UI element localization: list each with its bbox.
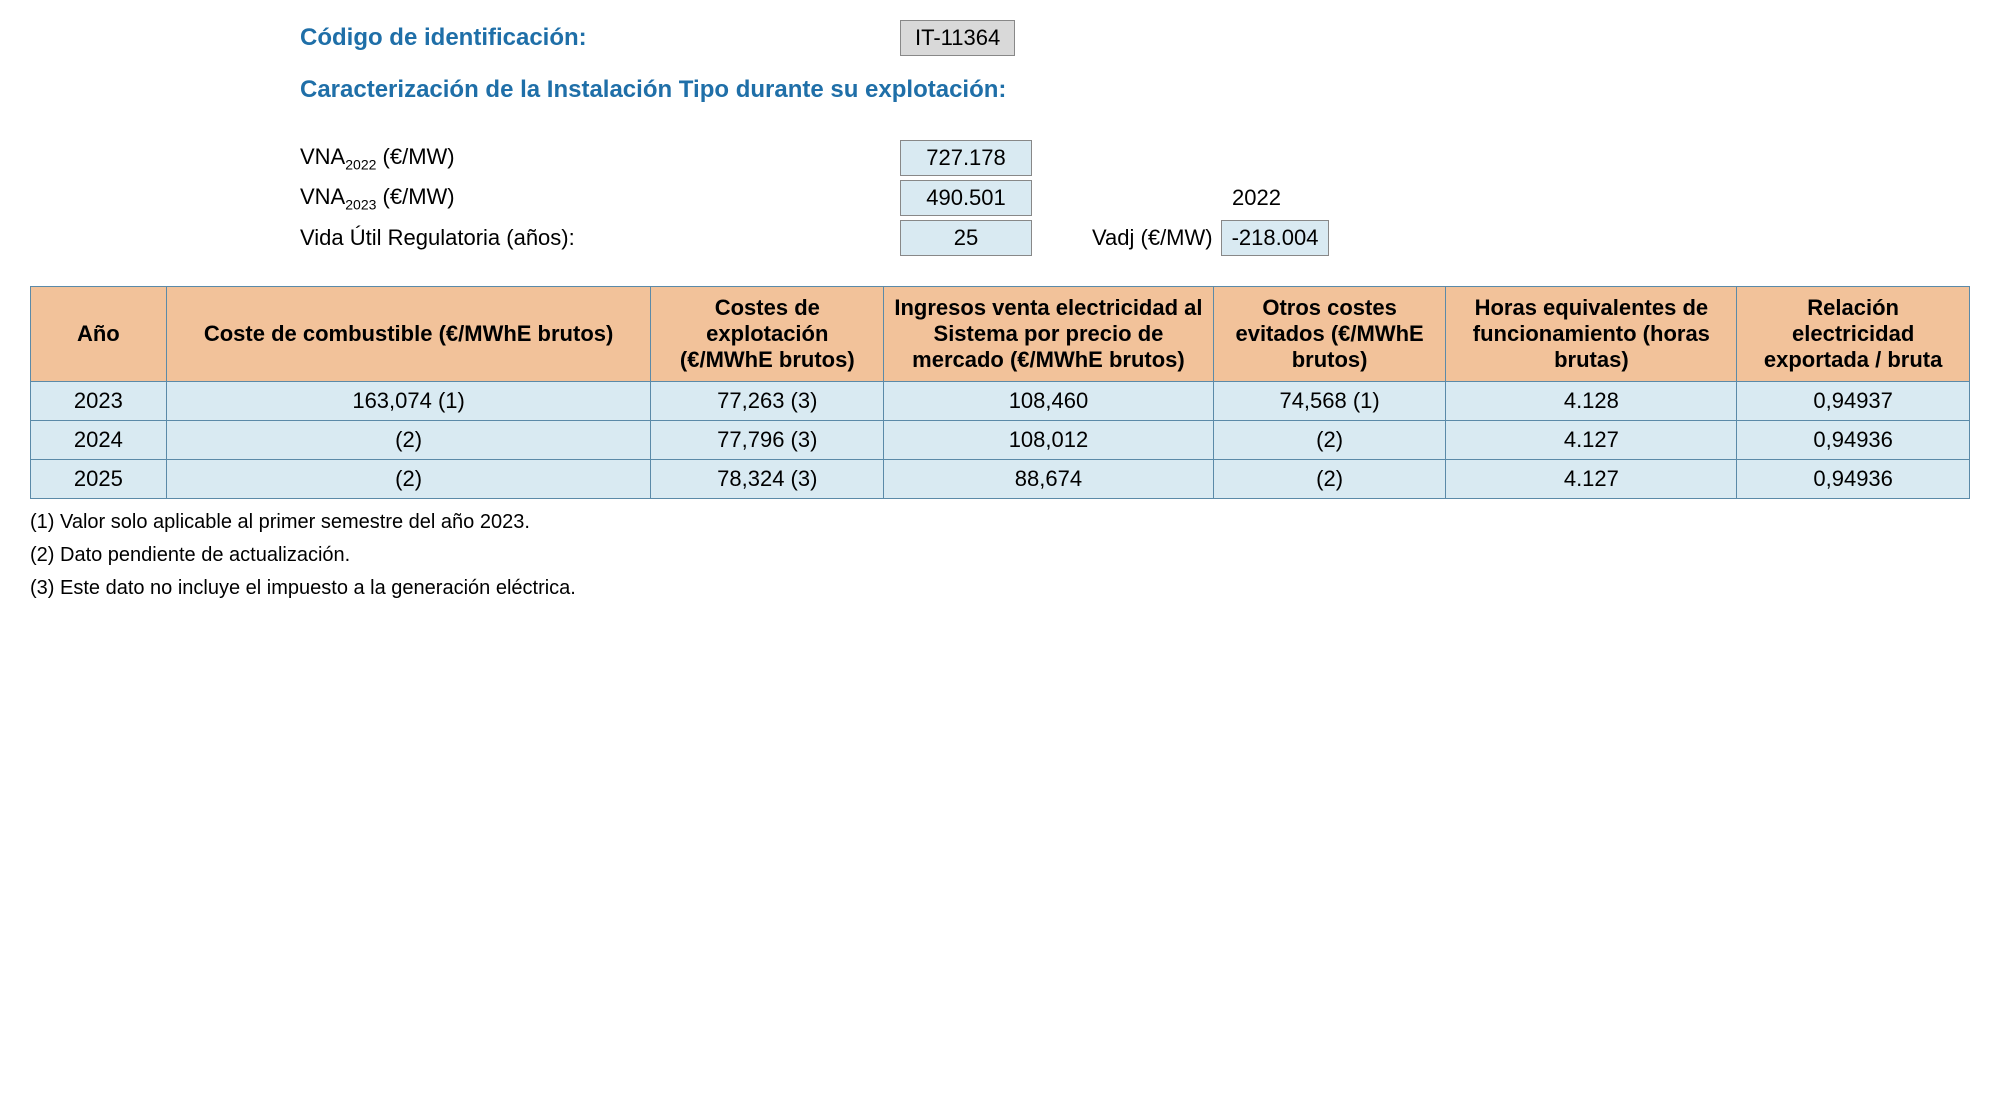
code-row: Código de identificación: IT-11364 <box>300 20 1970 56</box>
cell-fuel: (2) <box>166 421 651 460</box>
cell-hours: 4.128 <box>1446 382 1737 421</box>
code-value: IT-11364 <box>900 20 1015 56</box>
cell-year: 2024 <box>31 421 167 460</box>
vna2023-sub: 2023 <box>345 196 376 212</box>
vna2023-label: VNA2023 (€/MW) <box>300 184 900 212</box>
table-row: 2024 (2) 77,796 (3) 108,012 (2) 4.127 0,… <box>31 421 1970 460</box>
th-other-costs: Otros costes evitados (€/MWhE brutos) <box>1213 287 1446 382</box>
vna2023-value: 490.501 <box>900 180 1032 216</box>
footnote-3: (3) Este dato no incluye el impuesto a l… <box>30 577 1970 600</box>
vida-value: 25 <box>900 220 1032 256</box>
vida-label: Vida Útil Regulatoria (años): <box>300 225 900 251</box>
data-table: Año Coste de combustible (€/MWhE brutos)… <box>30 286 1970 499</box>
th-year: Año <box>31 287 167 382</box>
footnote-2: (2) Dato pendiente de actualización. <box>30 544 1970 567</box>
vna2022-sub: 2022 <box>345 156 376 172</box>
footnotes: (1) Valor solo aplicable al primer semes… <box>30 511 1970 600</box>
th-exploit-cost: Costes de explotación (€/MWhE brutos) <box>651 287 884 382</box>
vna2023-unit: (€/MW) <box>376 184 454 209</box>
cell-year: 2025 <box>31 460 167 499</box>
cell-income: 108,460 <box>884 382 1214 421</box>
cell-fuel: 163,074 (1) <box>166 382 651 421</box>
table-row: 2025 (2) 78,324 (3) 88,674 (2) 4.127 0,9… <box>31 460 1970 499</box>
table-row: 2023 163,074 (1) 77,263 (3) 108,460 74,5… <box>31 382 1970 421</box>
vna2022-unit: (€/MW) <box>376 144 454 169</box>
header-section: Código de identificación: IT-11364 Carac… <box>300 20 1970 256</box>
cell-exploit: 77,263 (3) <box>651 382 884 421</box>
th-hours: Horas equivalentes de funcionamiento (ho… <box>1446 287 1737 382</box>
section-title: Caracterización de la Instalación Tipo d… <box>300 76 1970 104</box>
cell-hours: 4.127 <box>1446 421 1737 460</box>
vadj-label: Vadj (€/MW) <box>1092 225 1213 251</box>
cell-ratio: 0,94936 <box>1737 460 1970 499</box>
table-body: 2023 163,074 (1) 77,263 (3) 108,460 74,5… <box>31 382 1970 499</box>
cell-fuel: (2) <box>166 460 651 499</box>
year-ref: 2022 <box>1232 185 1281 211</box>
cell-other: (2) <box>1213 460 1446 499</box>
cell-ratio: 0,94936 <box>1737 421 1970 460</box>
th-fuel-cost: Coste de combustible (€/MWhE brutos) <box>166 287 651 382</box>
cell-income: 108,012 <box>884 421 1214 460</box>
vna2023-prefix: VNA <box>300 184 345 209</box>
vna2022-prefix: VNA <box>300 144 345 169</box>
cell-exploit: 77,796 (3) <box>651 421 884 460</box>
vna2023-row: VNA2023 (€/MW) 490.501 2022 <box>300 180 1970 216</box>
cell-other: 74,568 (1) <box>1213 382 1446 421</box>
vna2022-row: VNA2022 (€/MW) 727.178 <box>300 140 1970 176</box>
cell-hours: 4.127 <box>1446 460 1737 499</box>
cell-income: 88,674 <box>884 460 1214 499</box>
vadj-value: -218.004 <box>1221 220 1330 256</box>
cell-ratio: 0,94937 <box>1737 382 1970 421</box>
cell-exploit: 78,324 (3) <box>651 460 884 499</box>
vna2022-value: 727.178 <box>900 140 1032 176</box>
vida-row: Vida Útil Regulatoria (años): 25 Vadj (€… <box>300 220 1970 256</box>
footnote-1: (1) Valor solo aplicable al primer semes… <box>30 511 1970 534</box>
cell-year: 2023 <box>31 382 167 421</box>
code-label: Código de identificación: <box>300 24 900 52</box>
cell-other: (2) <box>1213 421 1446 460</box>
vna2022-label: VNA2022 (€/MW) <box>300 144 900 172</box>
th-income: Ingresos venta electricidad al Sistema p… <box>884 287 1214 382</box>
table-header-row: Año Coste de combustible (€/MWhE brutos)… <box>31 287 1970 382</box>
th-ratio: Relación electricidad exportada / bruta <box>1737 287 1970 382</box>
